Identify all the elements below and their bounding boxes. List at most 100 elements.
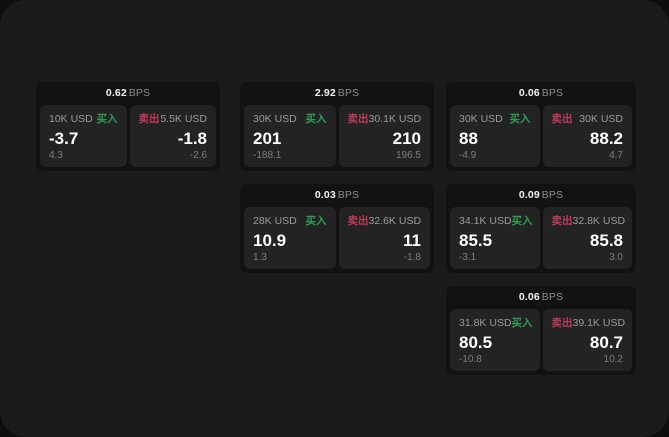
order-size-label: 30K USD xyxy=(459,112,503,125)
action-label-sell[interactable]: 卖出 xyxy=(551,113,573,125)
order-size-label: 34.1K USD xyxy=(459,214,512,227)
order-size-label: 28K USD xyxy=(253,214,297,227)
quote-secondary-value: 196.5 xyxy=(395,150,421,161)
action-label-sell[interactable]: 卖出 xyxy=(551,215,573,227)
quote-side-buy[interactable]: 28K USD 买入 10.9 1.3 xyxy=(244,207,336,269)
order-size-label: 30.1K USD xyxy=(368,112,422,125)
bps-unit-label: BPS xyxy=(128,87,151,99)
action-label-sell[interactable]: 卖出 xyxy=(347,215,369,227)
order-size-label: 39.1K USD xyxy=(572,316,626,329)
quote-secondary-value: -188.1 xyxy=(253,150,282,161)
quote-price-value: -3.7 xyxy=(49,129,79,148)
quote-card: 2.92 BPS 30K USD 买入 201 -188.1 卖出 30.1K USD 210 1… xyxy=(240,82,434,171)
quote-price-value: 85.5 xyxy=(459,231,493,250)
order-size-label: 32.8K USD xyxy=(572,214,626,227)
quote-card: 0.09 BPS 34.1K USD 买入 85.5 -3.1 卖出 32.8K USD 85.… xyxy=(446,184,636,273)
quote-price-value: 10.9 xyxy=(253,231,287,250)
card-bps-header: 2.92 BPS xyxy=(240,82,434,105)
quote-secondary-value: 10.2 xyxy=(603,354,623,365)
order-size-label: 32.6K USD xyxy=(368,214,422,227)
action-label-buy[interactable]: 买入 xyxy=(305,215,327,227)
action-label-sell[interactable]: 卖出 xyxy=(347,113,369,125)
action-label-buy[interactable]: 买入 xyxy=(305,113,327,125)
quote-card: 0.06 BPS 31.8K USD 买入 80.5 -10.8 卖出 39.1K USD 80… xyxy=(446,286,636,375)
quote-side-buy[interactable]: 30K USD 买入 201 -188.1 xyxy=(244,105,336,167)
bps-value: 0.06 xyxy=(518,291,540,303)
quote-price-value: 88 xyxy=(459,129,478,148)
quote-side-header: 卖出 39.1K USD xyxy=(551,316,626,330)
quote-side-buy[interactable]: 34.1K USD 买入 85.5 -3.1 xyxy=(450,207,540,269)
card-bps-header: 0.06 BPS xyxy=(446,82,636,105)
quote-secondary-value: 1.3 xyxy=(253,252,267,263)
quote-secondary-value: -3.1 xyxy=(459,252,477,263)
card-bps-header: 0.03 BPS xyxy=(240,184,434,207)
quote-sides: 30K USD 买入 88 -4.9 卖出 30K USD 88.2 4.7 xyxy=(446,105,636,171)
quote-column-2: 2.92 BPS 30K USD 买入 201 -188.1 卖出 30.1K USD 210 1… xyxy=(240,82,434,286)
quote-price-value: 80.5 xyxy=(459,333,493,352)
quote-secondary-value: 3.0 xyxy=(609,252,623,263)
card-bps-header: 0.06 BPS xyxy=(446,286,636,309)
bps-value: 2.92 xyxy=(314,87,336,99)
quote-side-buy[interactable]: 31.8K USD 买入 80.5 -10.8 xyxy=(450,309,540,371)
quote-price-value: 88.2 xyxy=(589,129,623,148)
quote-side-header: 卖出 5.5K USD xyxy=(138,112,208,126)
quote-side-header: 10K USD 买入 xyxy=(49,112,118,126)
quote-side-header: 30K USD 买入 xyxy=(459,112,531,126)
quote-sides: 30K USD 买入 201 -188.1 卖出 30.1K USD 210 196.5 xyxy=(240,105,434,171)
quote-card: 0.06 BPS 30K USD 买入 88 -4.9 卖出 30K USD 88.2 4.7 xyxy=(446,82,636,171)
quote-side-header: 卖出 30.1K USD xyxy=(347,112,422,126)
quote-side-sell[interactable]: 卖出 5.5K USD -1.8 -2.6 xyxy=(129,105,216,167)
quote-secondary-value: -1.8 xyxy=(403,252,421,263)
quote-secondary-value: -10.8 xyxy=(459,354,482,365)
bps-unit-label: BPS xyxy=(541,87,564,99)
bps-unit-label: BPS xyxy=(337,87,360,99)
order-size-label: 31.8K USD xyxy=(459,316,512,329)
quote-price-value: 80.7 xyxy=(589,333,623,352)
quote-column-1: 0.62 BPS 10K USD 买入 -3.7 4.3 卖出 5.5K USD -1.8 -2.… xyxy=(36,82,220,184)
order-size-label: 30K USD xyxy=(253,112,297,125)
quote-side-sell[interactable]: 卖出 39.1K USD 80.7 10.2 xyxy=(542,309,632,371)
quote-column-3: 0.06 BPS 30K USD 买入 88 -4.9 卖出 30K USD 88.2 4.7 0.… xyxy=(446,82,636,388)
quote-side-header: 34.1K USD 买入 xyxy=(459,214,533,228)
quote-price-value: 85.8 xyxy=(589,231,623,250)
quote-side-buy[interactable]: 30K USD 买入 88 -4.9 xyxy=(450,105,540,167)
quote-side-header: 31.8K USD 买入 xyxy=(459,316,533,330)
action-label-sell[interactable]: 卖出 xyxy=(551,317,573,329)
quote-price-value: 11 xyxy=(403,231,421,250)
quote-side-header: 28K USD 买入 xyxy=(253,214,327,228)
quote-side-sell[interactable]: 卖出 30.1K USD 210 196.5 xyxy=(338,105,430,167)
quote-side-sell[interactable]: 卖出 30K USD 88.2 4.7 xyxy=(542,105,632,167)
quote-side-header: 卖出 32.8K USD xyxy=(551,214,626,228)
quote-side-buy[interactable]: 10K USD 买入 -3.7 4.3 xyxy=(40,105,127,167)
bps-value: 0.09 xyxy=(518,189,540,201)
action-label-buy[interactable]: 买入 xyxy=(511,215,533,227)
quote-card: 0.03 BPS 28K USD 买入 10.9 1.3 卖出 32.6K USD 11 -1.8 xyxy=(240,184,434,273)
quote-secondary-value: -2.6 xyxy=(189,150,207,161)
quote-sides: 28K USD 买入 10.9 1.3 卖出 32.6K USD 11 -1.8 xyxy=(240,207,434,273)
quote-sides: 10K USD 买入 -3.7 4.3 卖出 5.5K USD -1.8 -2.6 xyxy=(36,105,220,171)
quote-price-value: -1.8 xyxy=(177,129,207,148)
action-label-buy[interactable]: 买入 xyxy=(511,317,533,329)
quote-secondary-value: -4.9 xyxy=(459,150,477,161)
action-label-sell[interactable]: 卖出 xyxy=(138,113,160,125)
order-size-label: 10K USD xyxy=(49,112,93,125)
bps-value: 0.06 xyxy=(518,87,540,99)
card-bps-header: 0.09 BPS xyxy=(446,184,636,207)
action-label-buy[interactable]: 买入 xyxy=(96,113,118,125)
quote-side-sell[interactable]: 卖出 32.6K USD 11 -1.8 xyxy=(338,207,430,269)
quote-secondary-value: 4.7 xyxy=(609,150,623,161)
quote-secondary-value: 4.3 xyxy=(49,150,63,161)
quote-price-value: 201 xyxy=(253,129,282,148)
quote-side-sell[interactable]: 卖出 32.8K USD 85.8 3.0 xyxy=(542,207,632,269)
quote-side-header: 卖出 32.6K USD xyxy=(347,214,422,228)
bps-unit-label: BPS xyxy=(541,291,564,303)
action-label-buy[interactable]: 买入 xyxy=(509,113,531,125)
bps-unit-label: BPS xyxy=(541,189,564,201)
bps-value: 0.03 xyxy=(314,189,336,201)
quote-card: 0.62 BPS 10K USD 买入 -3.7 4.3 卖出 5.5K USD -1.8 -2.… xyxy=(36,82,220,171)
order-size-label: 30K USD xyxy=(579,112,623,125)
bps-unit-label: BPS xyxy=(337,189,360,201)
order-size-label: 5.5K USD xyxy=(160,112,207,125)
quote-sides: 34.1K USD 买入 85.5 -3.1 卖出 32.8K USD 85.8 3.0 xyxy=(446,207,636,273)
